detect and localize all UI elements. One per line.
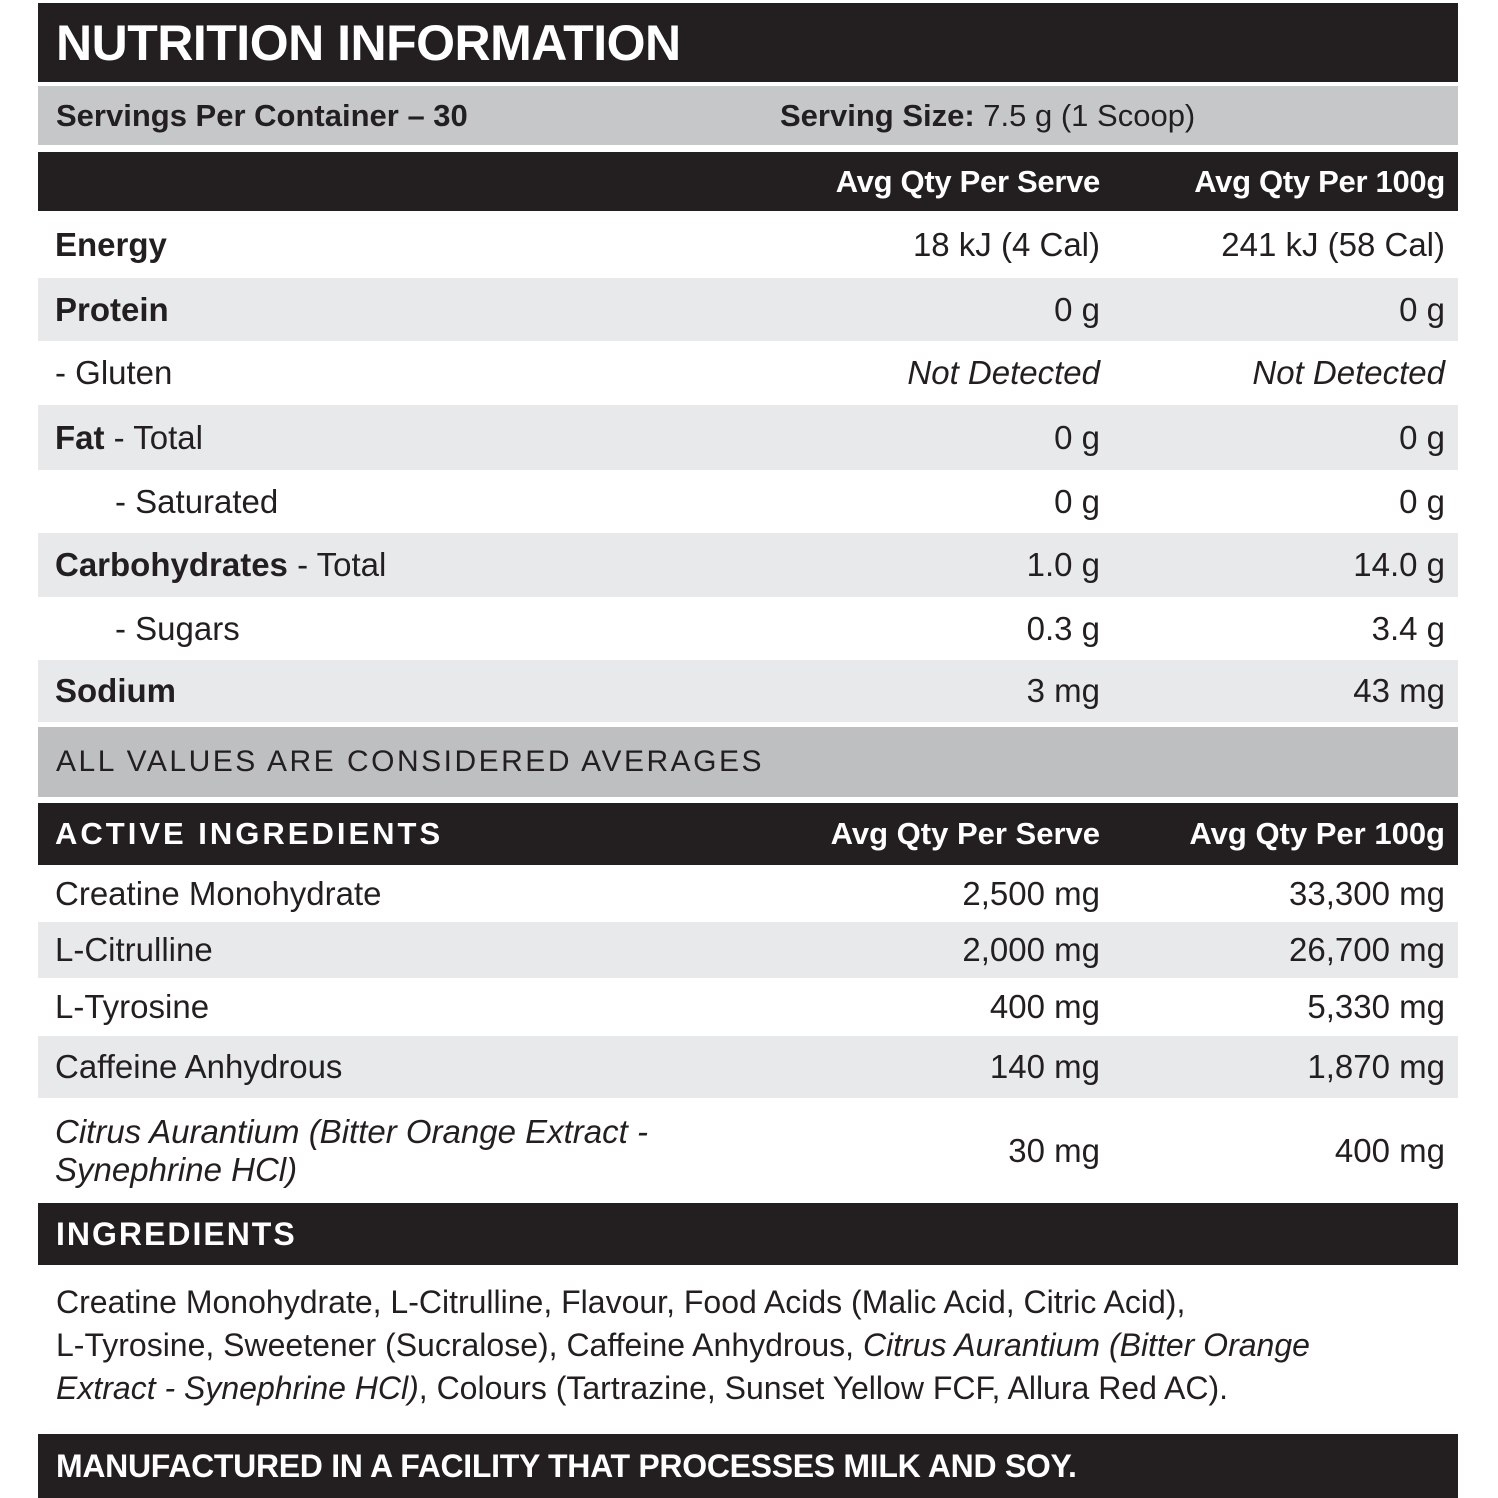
- row-value-100g: 1,870 mg: [1307, 1048, 1445, 1085]
- ingredients-list: Creatine Monohydrate, L-Citrulline, Flav…: [56, 1284, 1310, 1406]
- row-value-serve: 2,500 mg: [962, 874, 1100, 912]
- row-value-serve: Not Detected: [907, 354, 1100, 391]
- servings-bar: Servings Per Container – 30 Serving Size…: [38, 86, 1458, 145]
- ingredients-title: INGREDIENTS: [56, 1215, 297, 1252]
- row-value-serve: 3 mg: [1026, 672, 1100, 709]
- allergen-statement: MANUFACTURED IN A FACILITY THAT PROCESSE…: [56, 1447, 1077, 1484]
- column-header-bar: Avg Qty Per Serve Avg Qty Per 100g: [38, 152, 1458, 211]
- table-row-saturated: - Saturated 0 g 0 g: [115, 482, 1445, 520]
- serving-size: Serving Size: 7.5 g (1 Scoop): [780, 98, 1195, 134]
- allergen-statement-bar: MANUFACTURED IN A FACILITY THAT PROCESSE…: [38, 1434, 1458, 1498]
- row-label: Energy: [55, 225, 167, 263]
- row-value-100g: 0 g: [1399, 482, 1445, 520]
- row-value-100g: 14.0 g: [1353, 546, 1445, 583]
- row-label: Fat: [55, 418, 105, 456]
- column-header-per-serve: Avg Qty Per Serve: [830, 816, 1100, 851]
- row-value-serve: 140 mg: [989, 1048, 1100, 1085]
- column-header-per-serve: Avg Qty Per Serve: [835, 163, 1101, 199]
- row-value-serve: 0.3 g: [1026, 609, 1100, 647]
- row-value-serve: 0 g: [1054, 290, 1100, 328]
- row-value-serve: 0 g: [1054, 418, 1100, 456]
- active-ingredients-header-bar: ACTIVE INGREDIENTS Avg Qty Per Serve Avg…: [38, 803, 1458, 865]
- row-label: Protein: [55, 290, 169, 328]
- ingredient-name: L-Tyrosine: [55, 988, 210, 1025]
- table-row-sugars: - Sugars 0.3 g 3.4 g: [115, 609, 1445, 647]
- row-value-100g: 5,330 mg: [1307, 988, 1445, 1025]
- serving-size-label: Serving Size:: [780, 97, 975, 133]
- table-row-sodium: Sodium 3 mg 43 mg: [38, 660, 1458, 722]
- table-row-citrus-aurantium: Citrus Aurantium (Bitter Orange Extract …: [38, 1098, 1458, 1203]
- table-row-protein: Protein 0 g 0 g: [38, 278, 1458, 341]
- active-ingredients-title: ACTIVE INGREDIENTS: [55, 816, 444, 851]
- ingredient-name: L-Citrulline: [55, 931, 213, 968]
- row-value-100g: 26,700 mg: [1289, 931, 1445, 968]
- row-value-100g: 0 g: [1399, 418, 1445, 456]
- averages-note-bar: ALL VALUES ARE CONSIDERED AVERAGES: [38, 727, 1458, 797]
- row-value-serve: 1.0 g: [1026, 546, 1100, 583]
- row-value-serve: 30 mg: [1008, 1131, 1100, 1169]
- nutrition-information-header-bar: NUTRITION INFORMATION: [38, 3, 1458, 82]
- row-label: Carbohydrates: [55, 546, 288, 583]
- page-title: NUTRITION INFORMATION: [56, 14, 681, 71]
- row-value-100g: 43 mg: [1353, 672, 1445, 709]
- averages-note: ALL VALUES ARE CONSIDERED AVERAGES: [56, 745, 764, 778]
- row-value-100g: 400 mg: [1334, 1131, 1445, 1169]
- table-row-carbohydrates: Carbohydrates - Total 1.0 g 14.0 g: [38, 533, 1458, 597]
- row-value-100g: 33,300 mg: [1289, 874, 1445, 912]
- row-value-serve: 2,000 mg: [962, 931, 1100, 968]
- ingredient-name: Citrus Aurantium (Bitter Orange Extract …: [55, 1112, 648, 1188]
- row-value-serve: 0 g: [1054, 482, 1100, 520]
- table-row-fat-total: Fat - Total 0 g 0 g: [38, 405, 1458, 470]
- servings-per-container: Servings Per Container – 30: [56, 97, 468, 133]
- nutrition-label: NUTRITION INFORMATION Servings Per Conta…: [38, 3, 1458, 1498]
- ingredient-name: Caffeine Anhydrous: [55, 1048, 343, 1085]
- row-value-100g: Not Detected: [1252, 354, 1445, 391]
- row-value-100g: 3.4 g: [1371, 609, 1445, 647]
- table-row-creatine: Creatine Monohydrate 2,500 mg 33,300 mg: [38, 865, 1458, 922]
- row-value-100g: 241 kJ (58 Cal): [1221, 225, 1445, 263]
- serving-size-value: 7.5 g (1 Scoop): [974, 97, 1196, 133]
- table-row-gluten: - Gluten Not Detected Not Detected: [55, 354, 1445, 391]
- table-row-citrulline: L-Citrulline 2,000 mg 26,700 mg: [38, 922, 1458, 978]
- table-row-caffeine: Caffeine Anhydrous 140 mg 1,870 mg: [38, 1036, 1458, 1098]
- ingredient-name: Creatine Monohydrate: [55, 874, 382, 912]
- column-header-per-100g: Avg Qty Per 100g: [1194, 163, 1445, 199]
- row-label: Sodium: [55, 672, 176, 709]
- column-header-per-100g: Avg Qty Per 100g: [1189, 816, 1445, 851]
- table-row-tyrosine: L-Tyrosine 400 mg 5,330 mg: [38, 978, 1458, 1036]
- table-row-energy: Energy 18 kJ (4 Cal) 241 kJ (58 Cal): [38, 211, 1458, 278]
- ingredients-header-bar: INGREDIENTS: [38, 1203, 1458, 1265]
- row-value-serve: 18 kJ (4 Cal): [912, 225, 1100, 263]
- row-value-100g: 0 g: [1399, 290, 1445, 328]
- row-value-serve: 400 mg: [989, 988, 1100, 1025]
